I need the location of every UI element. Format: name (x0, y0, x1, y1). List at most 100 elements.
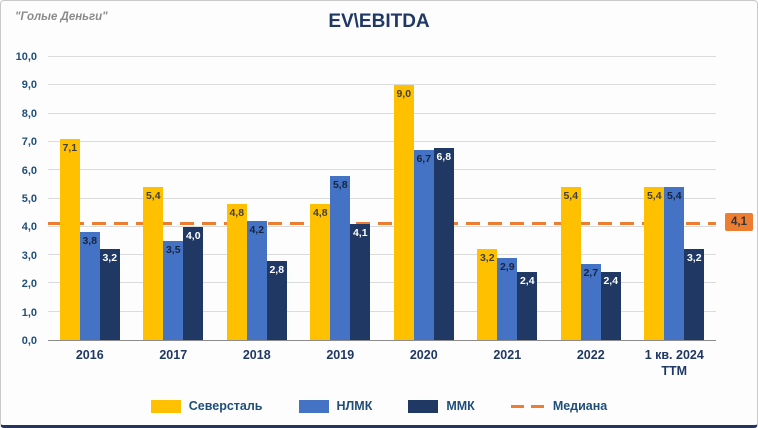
gridline (48, 112, 716, 114)
bar-value-label: 3,2 (102, 252, 118, 265)
bar-value-label: 2,7 (583, 266, 599, 279)
bar-group: 4,8 4,2 2,8 (226, 57, 287, 340)
legend-item-ММК: ММК (408, 399, 475, 413)
bar-value-label: 3,2 (686, 252, 702, 265)
legend-median-dash-icon (510, 404, 545, 408)
bar-group: 3,2 2,9 2,4 (477, 57, 538, 340)
plot-area: 7,1 3,8 3,2 5,4 3,5 4,0 4,8 4,2 2,8 4,8 5,8 4,1 9,0 6… (48, 56, 716, 341)
gridline (48, 197, 716, 199)
bar-value-label: 5,8 (332, 178, 348, 191)
bar-value-label: 2,8 (269, 263, 285, 276)
bar-НЛМК: 3,5 (163, 240, 184, 340)
y-tick-label: 4,0 (21, 221, 37, 234)
bar-value-label: 4,0 (185, 229, 201, 242)
gridline (48, 84, 716, 86)
gridline (48, 225, 716, 227)
bar-value-label: 5,4 (563, 190, 579, 203)
gridline (48, 56, 716, 57)
bar-ММК: 3,2 (684, 249, 705, 340)
y-axis: 0,0 1,0 2,0 3,0 4,0 5,0 6,0 7,0 8,0 9,0 10,0 (1, 51, 43, 347)
bar-group: 7,1 3,8 3,2 (59, 57, 120, 340)
bar-value-label: 3,5 (165, 243, 181, 256)
bar-value-label: 2,4 (519, 275, 535, 288)
legend-item-median: Медиана (510, 399, 608, 413)
legend-label: Медиана (552, 399, 608, 413)
chart-title: EV\EBITDA (328, 11, 430, 32)
bar-НЛМК: 6,7 (413, 150, 434, 340)
x-axis-label: 2021 (493, 348, 522, 362)
bar-ММК: 3,2 (99, 249, 120, 340)
y-tick-label: 2,0 (21, 278, 37, 291)
bar-ММК: 2,4 (517, 272, 538, 340)
x-axis-labels: 2016 2017 2018 2019 2020 2021 2022 1 кв. 2024 Т… (48, 348, 716, 379)
bar-ММК: 6,8 (433, 147, 454, 340)
bar-Северсталь: 4,8 (310, 204, 331, 340)
bar-НЛМК: 2,9 (497, 257, 518, 340)
legend: Северсталь НЛМК ММК Медиана (1, 399, 757, 413)
gridline (48, 169, 716, 171)
bar-Северсталь: 5,4 (560, 187, 581, 340)
legend-swatch (150, 399, 181, 413)
y-tick-label: 0,0 (21, 335, 37, 347)
bar-Северсталь: 4,8 (226, 204, 247, 340)
bar-Северсталь: 9,0 (393, 85, 414, 340)
median-line (48, 221, 716, 225)
y-tick-label: 7,0 (21, 136, 37, 149)
gridline (48, 282, 716, 284)
bar-group: 5,4 2,7 2,4 (560, 57, 621, 340)
legend-label: НЛМК (336, 399, 373, 413)
bar-НЛМК: 2,7 (580, 263, 601, 340)
bar-ММК: 4,1 (350, 223, 371, 340)
y-tick-label: 3,0 (21, 249, 37, 262)
y-tick-label: 6,0 (21, 164, 37, 177)
bar-value-label: 5,4 (145, 190, 161, 203)
bar-ММК: 2,8 (266, 260, 287, 340)
bar-value-label: 5,4 (646, 190, 662, 203)
bar-Северсталь: 3,2 (477, 249, 498, 340)
bar-group: 9,0 6,7 6,8 (393, 57, 454, 340)
bar-group: 5,4 5,4 3,2 (644, 57, 705, 340)
bar-group: 5,4 3,5 4,0 (143, 57, 204, 340)
legend-item-НЛМК: НЛМК (298, 399, 373, 413)
bar-ММК: 4,0 (183, 226, 204, 340)
gridline (48, 254, 716, 256)
legend-item-Северсталь: Северсталь (150, 399, 263, 413)
y-tick-label: 9,0 (21, 79, 37, 92)
bar-group: 4,8 5,8 4,1 (310, 57, 371, 340)
y-tick-label: 10,0 (15, 51, 37, 63)
bar-value-label: 3,8 (82, 235, 98, 248)
legend-label: ММК (446, 399, 475, 413)
bar-value-label: 6,7 (416, 153, 432, 166)
watermark-text: "Голые Деньги" (15, 11, 108, 23)
bar-value-label: 4,8 (229, 207, 245, 220)
bar-Северсталь: 5,4 (143, 187, 164, 340)
bar-value-label: 2,9 (499, 260, 515, 273)
y-tick-label: 1,0 (21, 306, 37, 319)
bar-value-label: 4,2 (249, 224, 265, 237)
bar-НЛМК: 5,4 (664, 187, 685, 340)
legend-swatch (408, 399, 439, 413)
x-axis-label: 1 кв. 2024 ТТМ (644, 348, 704, 378)
bar-НЛМК: 4,2 (246, 221, 267, 340)
bar-value-label: 6,8 (436, 150, 452, 163)
bar-value-label: 4,1 (352, 226, 368, 239)
y-tick-label: 8,0 (21, 107, 37, 120)
x-axis-label: 2018 (242, 348, 271, 362)
bar-НЛМК: 3,8 (79, 232, 100, 340)
bar-НЛМК: 5,8 (330, 175, 351, 340)
bar-ММК: 2,4 (600, 272, 621, 340)
x-axis-label: 2016 (75, 348, 104, 362)
bar-value-label: 3,2 (479, 252, 495, 265)
x-axis-label: 2020 (409, 348, 438, 362)
legend-label: Северсталь (188, 399, 263, 413)
bar-value-label: 7,1 (62, 142, 78, 155)
bar-value-label: 2,4 (603, 275, 619, 288)
x-axis-label: 2022 (576, 348, 605, 362)
gridline (48, 310, 716, 312)
bar-value-label: 9,0 (396, 88, 412, 101)
bar-Северсталь: 5,4 (644, 187, 665, 340)
x-axis-label: 2019 (326, 348, 355, 362)
gridline (48, 140, 716, 142)
bar-value-label: 4,8 (312, 207, 328, 220)
median-value-badge: 4,1 (725, 213, 753, 231)
